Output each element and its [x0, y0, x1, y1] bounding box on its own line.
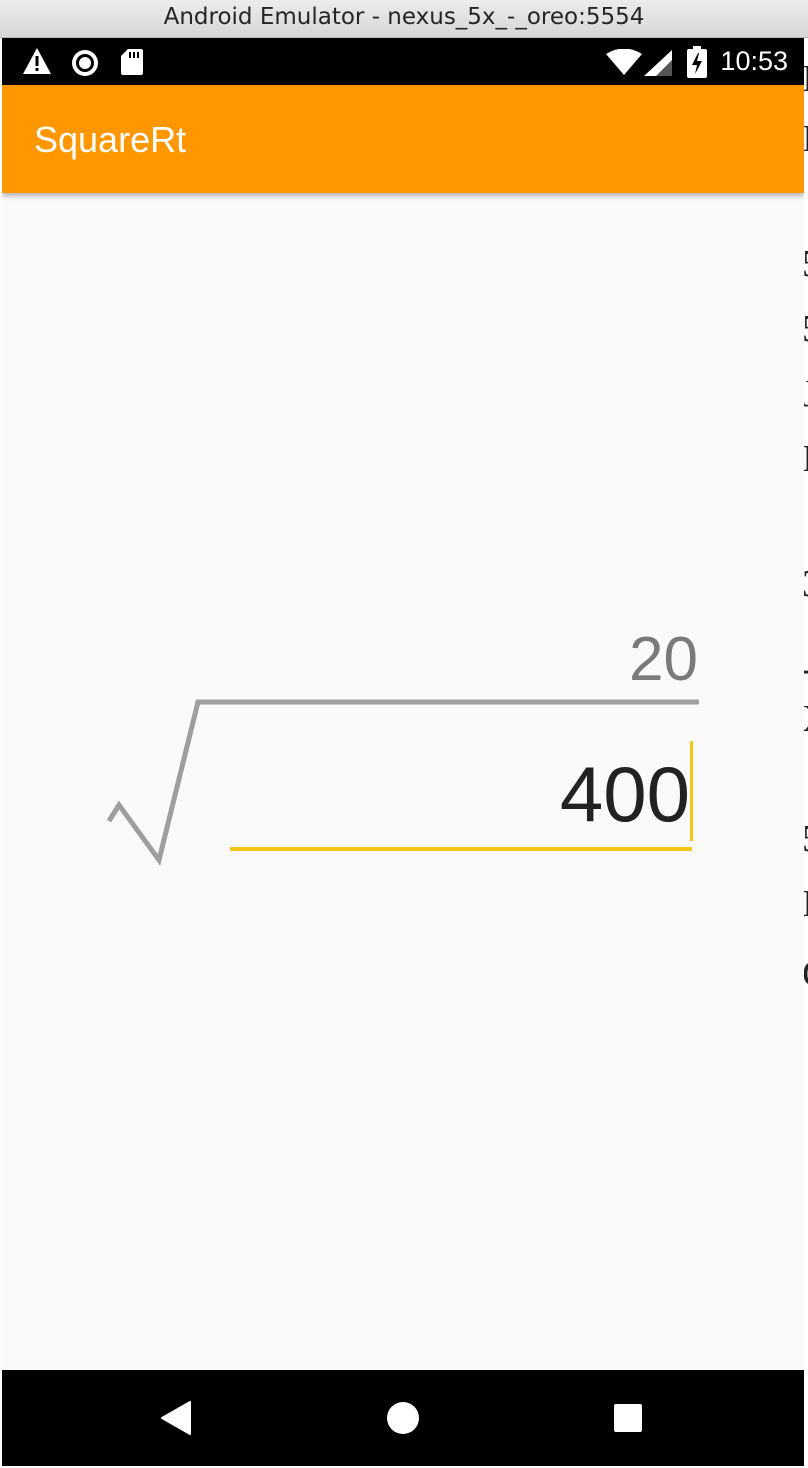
back-icon[interactable] [156, 1398, 196, 1438]
battery-charging-icon [687, 46, 707, 78]
emulator-title-bar: Android Emulator - nexus_5x_-_oreo:5554 [0, 0, 808, 38]
window-title: Android Emulator - nexus_5x_-_oreo:5554 [163, 4, 645, 30]
status-time: 10:53 [720, 46, 788, 76]
app-bar: SquareRt [2, 85, 804, 193]
app-title: SquareRt [34, 119, 187, 160]
sd-card-icon [121, 49, 143, 75]
number-input[interactable] [230, 741, 692, 851]
sqrt-result: 20 [629, 625, 698, 694]
home-icon[interactable] [383, 1398, 423, 1438]
recents-icon[interactable] [608, 1398, 648, 1438]
navigation-bar [2, 1370, 804, 1466]
android-device-screen: 10:53 SquareRt 20 [2, 38, 804, 1466]
status-bar: 10:53 [2, 38, 804, 85]
record-icon [72, 50, 98, 76]
text-cursor [690, 741, 693, 841]
warning-icon [23, 48, 51, 74]
cell-signal-icon [644, 50, 672, 76]
background-window-edge: 8 I I 5 5 J I 3 - X 5 I C [804, 0, 808, 1468]
main-content: 20 [2, 193, 804, 1370]
wifi-icon [606, 49, 642, 75]
radical-sign [106, 699, 699, 866]
